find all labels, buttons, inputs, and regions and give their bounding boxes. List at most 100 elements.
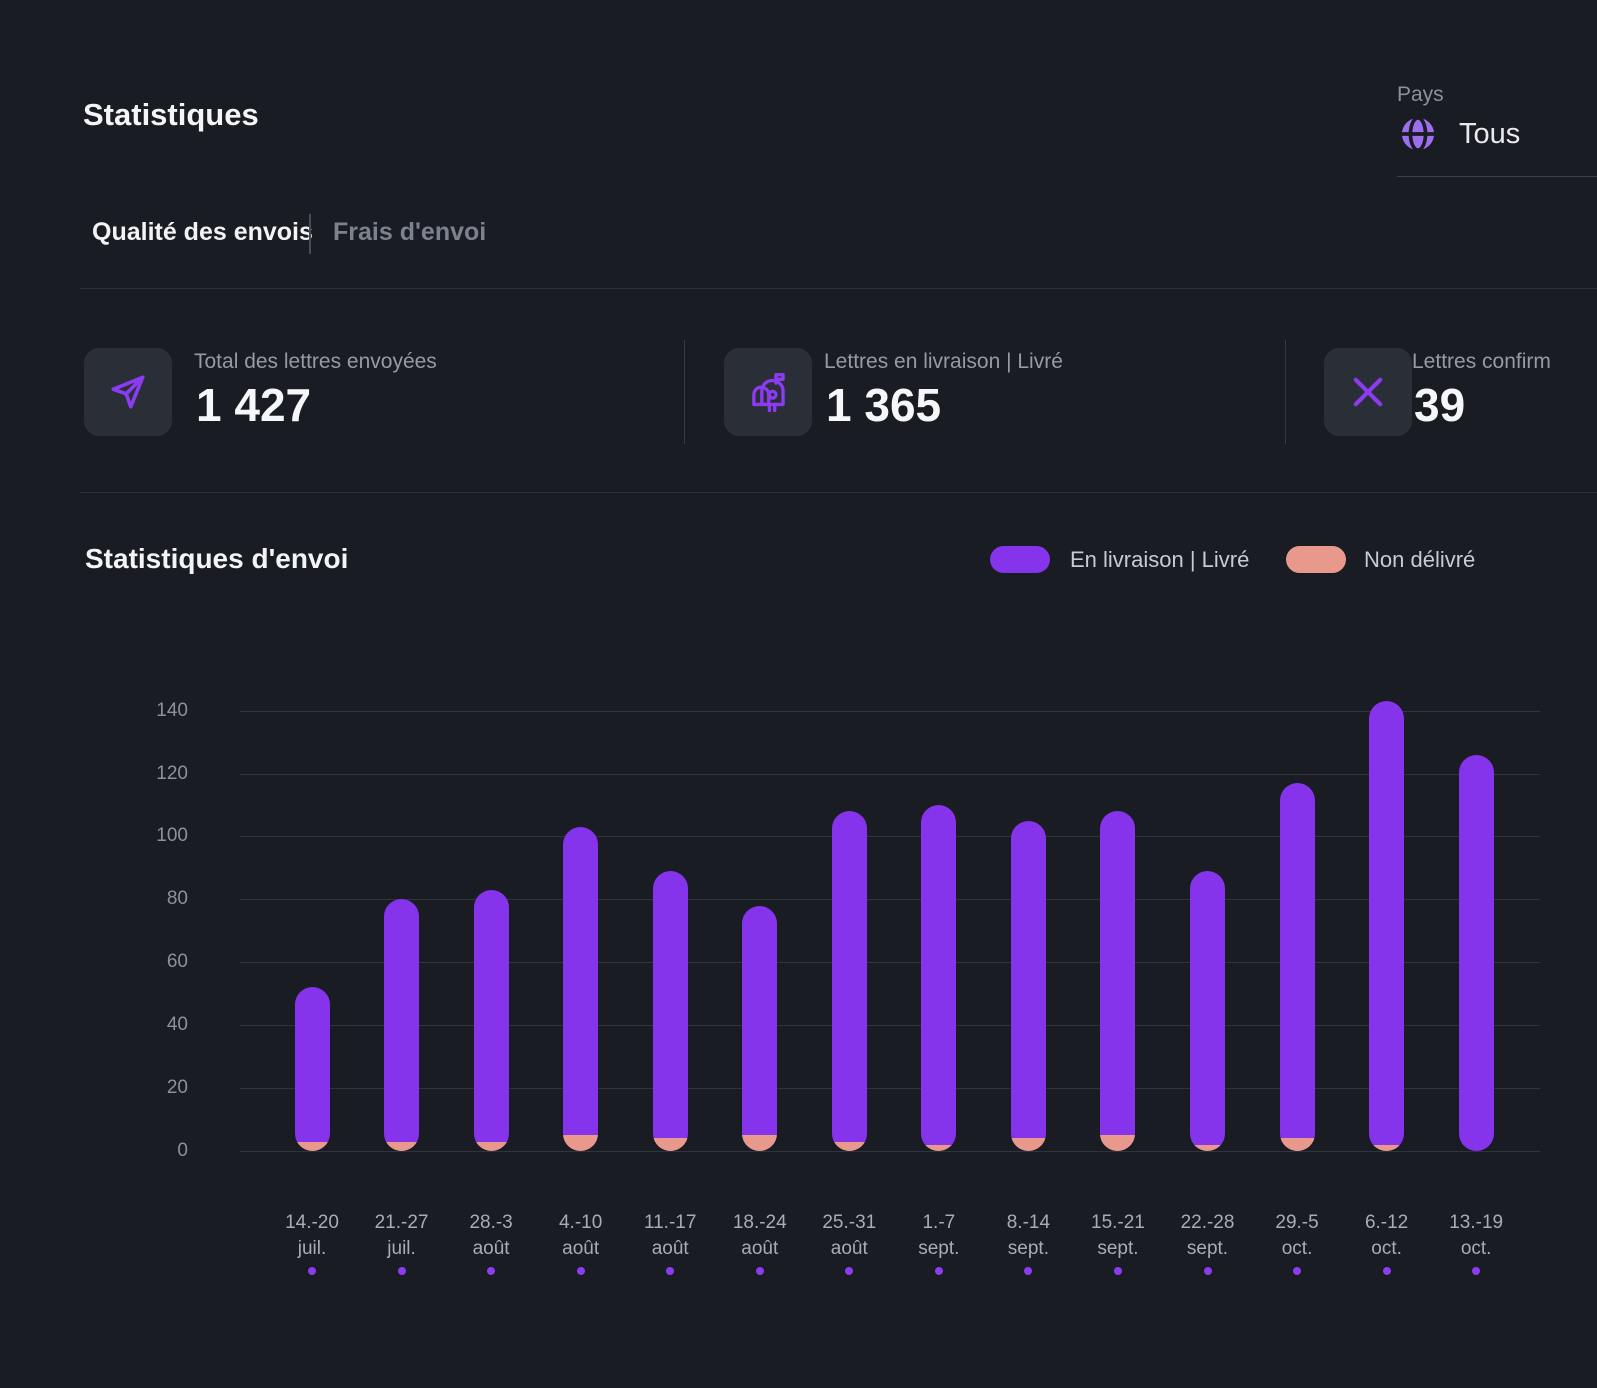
- x-label-11.-17 août: 11.-17 août: [643, 1212, 697, 1259]
- x-label-8.-14 sept.: 8.-14 sept.: [1006, 1212, 1051, 1259]
- globe-icon: [1397, 113, 1439, 155]
- y-tick-20: 20: [166, 1077, 188, 1099]
- tab-divider: [309, 214, 311, 254]
- x-axis-dot: [934, 1267, 943, 1275]
- bar-8.-14 sept.[interactable]: [1010, 820, 1046, 1151]
- y-tick-60: 60: [166, 951, 188, 973]
- x-axis-dot: [1203, 1267, 1212, 1275]
- gridline-40: [240, 1025, 1540, 1027]
- bar-6.-12 oct.[interactable]: [1369, 701, 1405, 1151]
- x-axis-dot: [576, 1267, 585, 1275]
- bar-segment-non-delivre: [473, 1141, 509, 1151]
- gridline-120: [240, 773, 1540, 775]
- tab-qualite-des-envois[interactable]: Qualité des envois: [92, 218, 313, 246]
- y-tick-40: 40: [166, 1014, 188, 1036]
- x-label-6.-12 oct.: 6.-12 oct.: [1364, 1212, 1409, 1259]
- legend-label-undelivered: Non délivré: [1364, 547, 1476, 572]
- y-tick-120: 120: [156, 762, 188, 784]
- bar-segment-non-delivre: [921, 1144, 957, 1151]
- country-filter[interactable]: Pays Tous: [1397, 83, 1597, 155]
- x-label-22.-28 sept.: 22.-28 sept.: [1180, 1212, 1235, 1259]
- gridline-0: [240, 1151, 1540, 1152]
- stat-divider: [1285, 340, 1286, 444]
- bar-29.-5 oct.[interactable]: [1279, 782, 1315, 1151]
- bar-28.-3 août[interactable]: [473, 889, 509, 1151]
- stat-icon-tile-sent: [84, 348, 172, 436]
- page-title: Statistiques: [83, 97, 259, 132]
- x-label-1.-7 sept.: 1.-7 sept.: [918, 1212, 960, 1259]
- x-label-29.-5 oct.: 29.-5 oct.: [1275, 1212, 1319, 1259]
- stat-value-confirmed: 39: [1414, 379, 1466, 431]
- x-label-14.-20 juil.: 14.-20 juil.: [285, 1212, 339, 1259]
- y-tick-140: 140: [156, 699, 188, 721]
- gridline-100: [240, 836, 1540, 838]
- country-filter-label: Pays: [1397, 83, 1444, 106]
- bar-18.-24 août[interactable]: [742, 905, 778, 1151]
- gridline-80: [240, 899, 1540, 901]
- x-axis-dot: [1382, 1267, 1391, 1275]
- x-axis-dot: [308, 1267, 316, 1275]
- stat-label-total-sent: Total des lettres envoyées: [194, 350, 437, 373]
- x-axis-dot: [1293, 1267, 1302, 1275]
- x-axis-dot: [487, 1267, 496, 1275]
- stat-value-in-delivery: 1 365: [826, 379, 942, 431]
- mailbox-icon: [745, 369, 791, 415]
- x-label-25.-31 août: 25.-31 août: [822, 1212, 877, 1259]
- bar-segment-non-delivre: [384, 1141, 420, 1151]
- bar-segment-non-delivre: [1010, 1138, 1046, 1151]
- x-axis-dot: [755, 1267, 764, 1275]
- x-axis-dot: [1113, 1267, 1122, 1275]
- bar-segment-non-delivre: [1190, 1144, 1225, 1151]
- legend-label-delivered: En livraison | Livré: [1070, 547, 1250, 572]
- stat-label-confirmed: Lettres confirm: [1412, 350, 1551, 373]
- legend-swatch-undelivered: [1286, 546, 1346, 573]
- section-separator: [80, 492, 1597, 493]
- bar-4.-10 août[interactable]: [563, 826, 599, 1151]
- close-icon: [1347, 371, 1389, 413]
- bar-segment-non-delivre: [1100, 1135, 1136, 1151]
- bar-22.-28 sept.[interactable]: [1190, 871, 1225, 1151]
- bar-15.-21 sept.[interactable]: [1100, 811, 1136, 1151]
- legend-swatch-delivered: [990, 546, 1050, 573]
- bar-13.-19 oct.[interactable]: [1458, 754, 1494, 1151]
- bar-1.-7 sept.[interactable]: [921, 804, 957, 1151]
- bar-11.-17 août[interactable]: [652, 871, 688, 1151]
- bar-segment-non-delivre: [563, 1135, 599, 1151]
- x-label-18.-24 août: 18.-24 août: [732, 1212, 787, 1259]
- bar-chart: 0 20 40 60 80 100 120 140 14.-20 juil. 21.-27 juil.…: [0, 660, 1597, 1320]
- x-label-28.-3 août: 28.-3 août: [469, 1212, 513, 1259]
- stat-value-total-sent: 1 427: [196, 379, 312, 431]
- bar-segment-non-delivre: [1279, 1138, 1315, 1151]
- country-filter-value[interactable]: Tous: [1459, 117, 1521, 150]
- x-axis-dot: [666, 1267, 675, 1275]
- x-label-21.-27 juil.: 21.-27 juil.: [374, 1212, 429, 1259]
- chart-title: Statistiques d'envoi: [85, 543, 349, 574]
- x-label-15.-21 sept.: 15.-21 sept.: [1091, 1212, 1145, 1259]
- stat-icon-tile-delivery: [724, 348, 812, 436]
- bar-segment-non-delivre: [831, 1141, 867, 1151]
- y-tick-0: 0: [177, 1140, 188, 1161]
- stat-label-in-delivery: Lettres en livraison | Livré: [824, 350, 1063, 373]
- stat-icon-tile-confirmed: [1324, 348, 1412, 436]
- gridline-60: [240, 962, 1540, 964]
- tabs-separator: [80, 288, 1597, 289]
- x-axis-dot: [1472, 1267, 1481, 1275]
- bar-21.-27 juil.[interactable]: [384, 899, 420, 1151]
- y-tick-100: 100: [156, 825, 188, 847]
- x-axis-dot: [845, 1267, 854, 1275]
- x-label-4.-10 août: 4.-10 août: [558, 1212, 603, 1259]
- send-icon: [106, 370, 150, 414]
- bar-25.-31 août[interactable]: [831, 811, 867, 1151]
- bar-segment-non-delivre: [294, 1141, 330, 1151]
- bar-14.-20 juil.[interactable]: [294, 987, 330, 1151]
- x-label-13.-19 oct.: 13.-19 oct.: [1449, 1212, 1504, 1259]
- bar-segment-non-delivre: [652, 1138, 688, 1151]
- x-axis-dot: [1024, 1267, 1033, 1275]
- country-filter-underline: [1397, 176, 1597, 177]
- bar-segment-non-delivre: [742, 1135, 778, 1151]
- stat-divider: [684, 340, 685, 444]
- bar-segment-non-delivre: [1369, 1144, 1405, 1151]
- gridline-140: [240, 710, 1540, 712]
- tab-frais-denvoi[interactable]: Frais d'envoi: [333, 218, 487, 246]
